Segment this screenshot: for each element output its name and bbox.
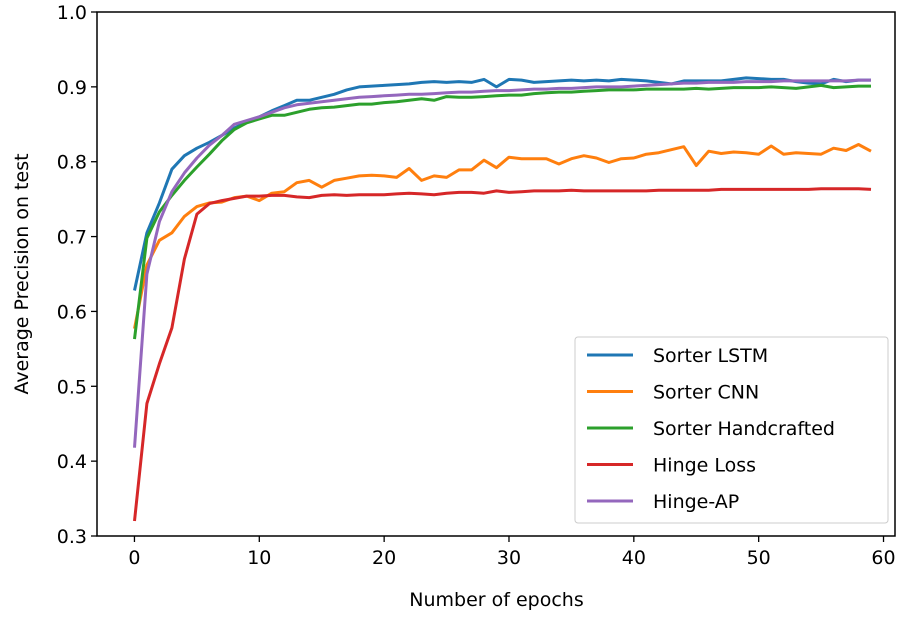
series-line-hinge-loss [133, 187, 872, 522]
y-tick-label: 0.4 [57, 451, 87, 473]
x-tick-label: 10 [247, 547, 271, 569]
legend-item: Hinge Loss [587, 455, 756, 477]
y-tick-label: 1.0 [57, 2, 87, 24]
series-line-hinge-ap [133, 78, 871, 448]
x-tick-label: 20 [372, 547, 396, 569]
y-axis-label: Average Precision on test [11, 153, 33, 394]
y-tick-label: 0.3 [57, 526, 87, 548]
series-line-sorter-cnn [133, 143, 872, 329]
series-line-sorter-handcrafted [133, 83, 871, 340]
x-tick-label: 60 [871, 547, 895, 569]
legend-label: Sorter LSTM [653, 345, 768, 367]
series-layer [133, 76, 872, 522]
plot-frame [96, 11, 896, 537]
legend-box [574, 336, 889, 524]
legend-label: Sorter Handcrafted [653, 418, 835, 440]
legend-items: Sorter LSTM Sorter CNN Sorter Handcrafted H… [587, 345, 835, 513]
y-tick-label: 0.6 [57, 301, 87, 323]
x-axis-label: Number of epochs [409, 589, 583, 611]
legend-label: Sorter CNN [653, 382, 759, 404]
x-tick-label: 30 [497, 547, 521, 569]
y-tick-label: 0.7 [57, 227, 87, 249]
x-tick-label: 0 [128, 547, 140, 569]
y-tick-label: 0.9 [57, 77, 87, 99]
x-tick-label: 40 [622, 547, 646, 569]
plot-area: 0 10 20 30 40 50 60 0.3 0.4 0.5 0.6 0.7 0.8 0.9 1.0 [57, 2, 896, 569]
x-axis-ticks: 0 10 20 30 40 50 60 [128, 536, 896, 569]
legend-label: Hinge Loss [653, 455, 756, 477]
legend-label: Hinge-AP [653, 491, 739, 513]
legend-item: Sorter LSTM [587, 345, 768, 367]
legend-item: Hinge-AP [587, 491, 739, 513]
y-axis-ticks: 0.3 0.4 0.5 0.6 0.7 0.8 0.9 1.0 [57, 2, 97, 548]
legend: Sorter LSTM Sorter CNN Sorter Handcrafted H… [574, 336, 889, 524]
series-line-sorter-lstm [133, 76, 871, 291]
y-tick-label: 0.5 [57, 376, 87, 398]
legend-item: Sorter Handcrafted [587, 418, 835, 440]
legend-item: Sorter CNN [587, 382, 759, 404]
x-tick-label: 50 [747, 547, 771, 569]
y-tick-label: 0.8 [57, 152, 87, 174]
